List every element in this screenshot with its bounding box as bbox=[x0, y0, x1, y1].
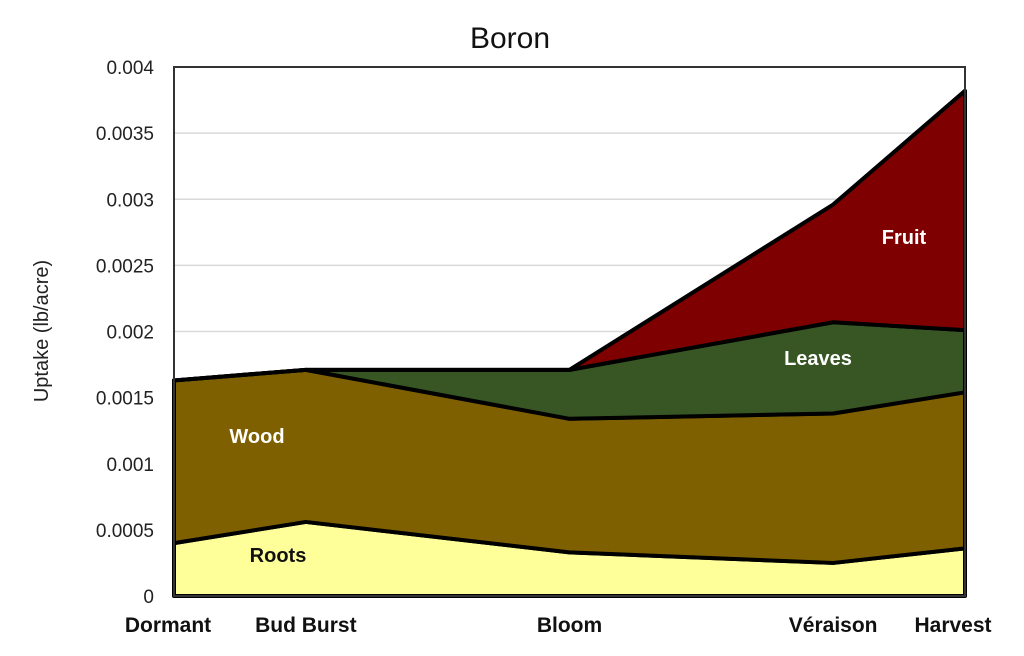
y-tick-label: 0.0025 bbox=[96, 256, 154, 277]
y-tick-label: 0.0005 bbox=[96, 521, 154, 542]
x-tick-label: Dormant bbox=[125, 614, 211, 637]
x-tick-label: Bud Burst bbox=[255, 614, 357, 637]
x-tick-label: Véraison bbox=[789, 614, 878, 637]
y-tick-label: 0.002 bbox=[106, 323, 154, 344]
y-tick-label: 0.0015 bbox=[96, 389, 154, 410]
chart-title: Boron bbox=[470, 22, 550, 55]
y-tick-label: 0.003 bbox=[106, 190, 154, 211]
plot-area-border bbox=[173, 66, 966, 597]
series-label-roots: Roots bbox=[250, 545, 307, 567]
series-label-fruit: Fruit bbox=[882, 227, 927, 249]
y-axis-label: Uptake (lb/acre) bbox=[31, 260, 53, 402]
x-tick-label: Harvest bbox=[914, 614, 991, 637]
series-label-leaves: Leaves bbox=[784, 348, 852, 370]
y-tick-label: 0.004 bbox=[106, 58, 154, 79]
y-tick-label: 0 bbox=[143, 587, 154, 608]
y-tick-label: 0.001 bbox=[106, 455, 154, 476]
series-label-wood: Wood bbox=[229, 426, 284, 448]
x-tick-label: Bloom bbox=[537, 614, 602, 637]
y-tick-label: 0.0035 bbox=[96, 124, 154, 145]
